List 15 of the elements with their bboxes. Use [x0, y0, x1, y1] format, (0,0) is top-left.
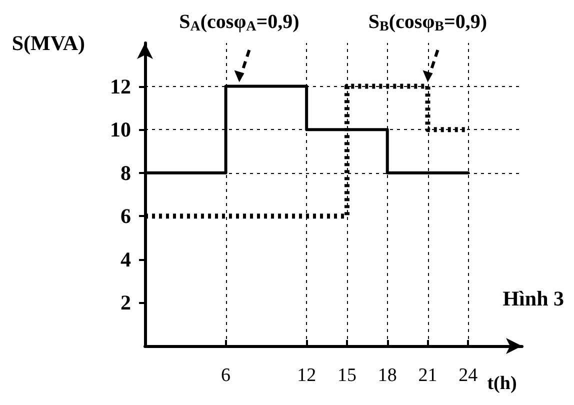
- y-tick-label: 4: [120, 247, 132, 272]
- x-axis-title: t(h): [487, 373, 517, 394]
- y-tick-label: 2: [120, 290, 131, 315]
- annotation: Hình 3: [502, 286, 564, 310]
- x-tick-label: 15: [337, 365, 356, 386]
- x-tick-label: 6: [221, 365, 231, 386]
- y-tick-label: 10: [110, 118, 131, 142]
- x-tick-label: 12: [297, 365, 316, 386]
- y-axis-title: S(MVA): [12, 31, 85, 55]
- y-tick-label: 8: [120, 160, 131, 185]
- x-tick-label: 21: [418, 365, 438, 386]
- y-tick-label: 12: [110, 74, 131, 98]
- y-tick-label: 6: [120, 204, 131, 228]
- x-tick-label: 18: [378, 365, 397, 386]
- x-tick-label: 24: [458, 365, 478, 386]
